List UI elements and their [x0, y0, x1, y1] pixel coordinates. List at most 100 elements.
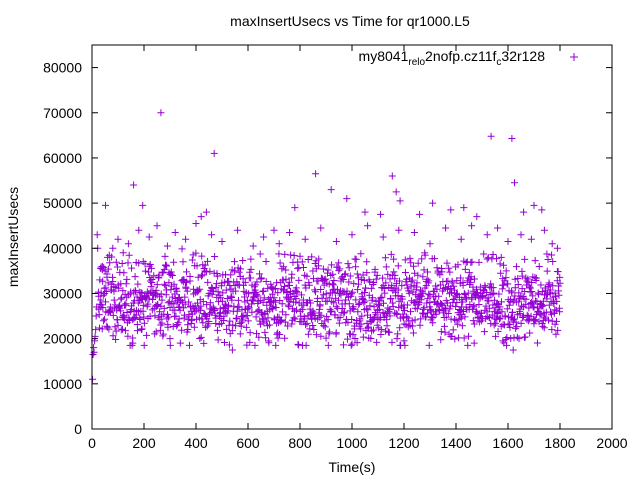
- data-point: [257, 320, 265, 328]
- data-point: [494, 224, 502, 232]
- data-point: [535, 318, 543, 326]
- data-point: [207, 309, 215, 317]
- data-point: [312, 170, 320, 178]
- data-point: [101, 290, 109, 298]
- data-point: [415, 294, 423, 302]
- data-point: [199, 319, 207, 327]
- data-point: [447, 285, 455, 293]
- data-point: [224, 307, 232, 315]
- data-point: [308, 253, 316, 261]
- data-point: [280, 263, 288, 271]
- data-point: [322, 334, 330, 342]
- data-point: [282, 311, 290, 319]
- legend-marker: [570, 53, 578, 61]
- data-point: [125, 251, 133, 259]
- data-point: [367, 284, 375, 292]
- data-point: [139, 258, 147, 266]
- data-point: [315, 255, 323, 263]
- data-point: [309, 267, 317, 275]
- data-point: [448, 277, 456, 285]
- data-point: [457, 303, 465, 311]
- data-point: [532, 274, 540, 282]
- data-point: [98, 325, 106, 333]
- data-point: [103, 270, 111, 278]
- data-point: [278, 308, 286, 316]
- legend-text-part: 2nofp.cz11f: [425, 48, 496, 64]
- data-point: [347, 290, 355, 298]
- data-point: [500, 261, 508, 269]
- data-point: [167, 268, 175, 276]
- data-point: [270, 294, 278, 302]
- data-point: [540, 226, 548, 234]
- data-point: [366, 318, 374, 326]
- data-point: [341, 270, 349, 278]
- data-point: [456, 307, 464, 315]
- data-point: [97, 263, 105, 271]
- data-point: [438, 265, 446, 273]
- data-point: [484, 254, 492, 262]
- data-point: [413, 305, 421, 313]
- data-point: [389, 299, 397, 307]
- data-point: [369, 326, 377, 334]
- data-point: [545, 281, 553, 289]
- chart-title: maxInsertUsecs vs Time for qr1000.L5: [230, 13, 470, 29]
- data-point: [314, 294, 322, 302]
- data-point: [457, 235, 465, 243]
- data-point: [322, 290, 330, 298]
- data-point: [158, 319, 166, 327]
- data-point: [118, 294, 126, 302]
- data-point: [231, 282, 239, 290]
- data-point: [292, 306, 300, 314]
- data-point: [426, 299, 434, 307]
- data-point: [281, 318, 289, 326]
- data-point: [253, 291, 261, 299]
- data-point: [411, 316, 419, 324]
- data-point: [152, 328, 160, 336]
- legend-text-part: 32r128: [501, 48, 545, 64]
- data-point: [556, 273, 564, 281]
- data-point: [173, 298, 181, 306]
- data-point: [175, 303, 183, 311]
- data-point: [491, 319, 499, 327]
- data-point: [548, 326, 556, 334]
- data-point: [99, 304, 107, 312]
- data-point: [206, 299, 214, 307]
- data-point: [344, 318, 352, 326]
- data-point: [234, 281, 242, 289]
- data-point: [239, 281, 247, 289]
- data-point: [255, 306, 263, 314]
- data-point: [144, 268, 152, 276]
- data-point: [418, 288, 426, 296]
- data-point: [130, 181, 138, 189]
- data-point: [112, 335, 120, 343]
- data-point: [294, 340, 302, 348]
- data-point: [298, 306, 306, 314]
- data-point: [274, 289, 282, 297]
- data-point: [160, 266, 168, 274]
- data-point: [552, 330, 560, 338]
- x-tick-label: 600: [236, 435, 260, 451]
- data-point: [234, 303, 242, 311]
- data-point: [259, 288, 267, 296]
- data-point: [199, 298, 207, 306]
- data-point: [372, 311, 380, 319]
- data-point: [106, 259, 114, 267]
- data-point: [286, 228, 294, 236]
- data-point: [247, 265, 255, 273]
- data-point: [528, 287, 536, 295]
- data-point: [354, 286, 362, 294]
- data-point: [317, 224, 325, 232]
- data-point: [410, 228, 418, 236]
- data-point: [151, 312, 159, 320]
- data-point: [124, 332, 132, 340]
- data-point: [126, 308, 134, 316]
- data-point: [113, 316, 121, 324]
- data-point: [285, 303, 293, 311]
- data-point: [182, 235, 190, 243]
- data-point: [332, 329, 340, 337]
- data-point: [470, 339, 478, 347]
- data-point: [248, 300, 256, 308]
- data-point: [556, 279, 564, 287]
- data-point: [275, 250, 283, 258]
